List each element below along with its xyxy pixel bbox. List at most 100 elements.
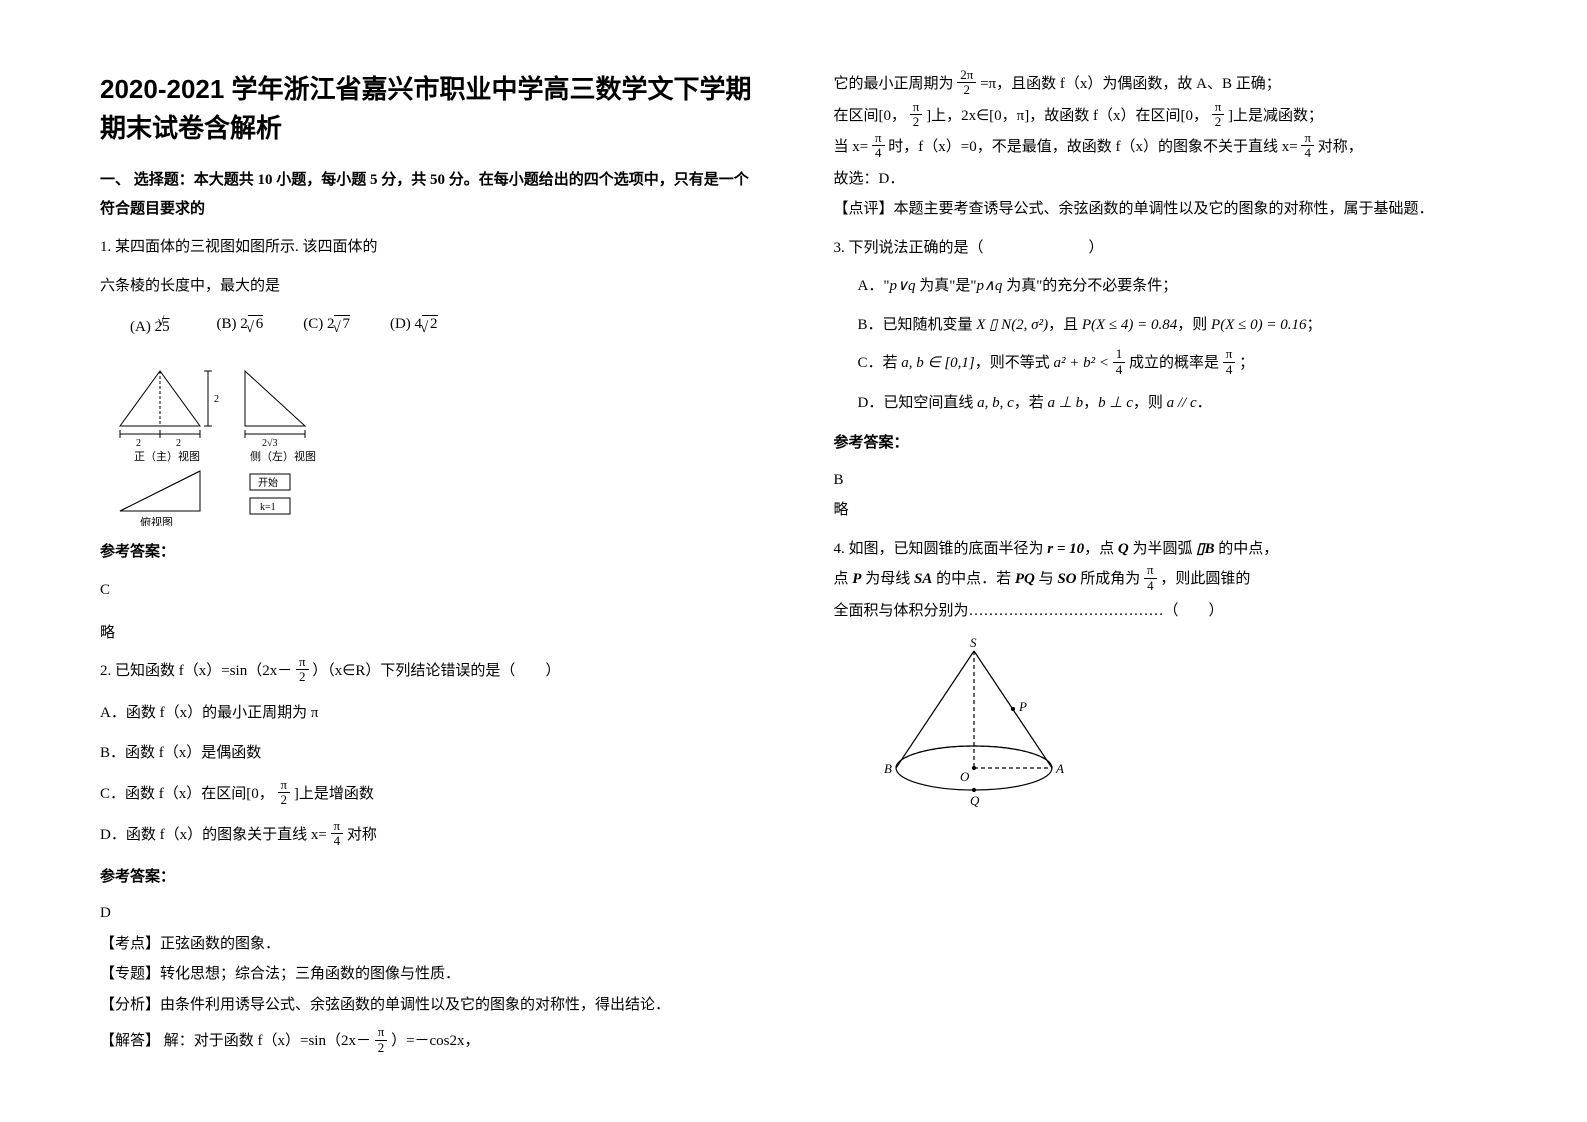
q3-option-d: D．已知空间直线 a, b, c，若 a ⊥ b，b ⊥ c，则 a // c． [858, 389, 1498, 418]
zt-text: 转化思想；综合法；三角函数的图像与性质． [160, 966, 460, 982]
q3d-pre: D．已知空间直线 [858, 395, 978, 411]
pi-over-2-icon: π 2 [1212, 100, 1225, 130]
q2-option-a: A．函数 f（x）的最小正周期为 π [100, 699, 764, 728]
fx-label: 【分析】 [100, 997, 160, 1013]
q1-omit: 略 [100, 619, 764, 648]
front-view-label: 正（主）视图 [134, 449, 200, 463]
frac-den: 2 [296, 670, 309, 684]
frac-num: π [278, 778, 291, 793]
q3d-v2: a ⊥ b [1048, 395, 1084, 411]
q3c-post: ； [1239, 356, 1254, 372]
q2-d-post: 对称 [347, 827, 377, 843]
cone-svg: S A B O P Q [864, 633, 1084, 813]
pi-over-4-icon: π 4 [1144, 563, 1157, 593]
q3-answer: B [834, 466, 1498, 495]
q2-guxuan: 故选：D． [834, 165, 1498, 194]
q1-option-c: (C) 2√7 [303, 310, 350, 342]
frac-num: π [331, 819, 344, 834]
frac-den: 4 [1301, 146, 1314, 160]
q3d-v3: b ⊥ c [1098, 395, 1133, 411]
label-S: S [970, 635, 977, 650]
dim-h: 2 [214, 394, 219, 405]
pi-over-2-icon: π 2 [296, 655, 309, 685]
frac-num: π [375, 1025, 388, 1040]
q1-stem-line1: 1. 某四面体的三视图如图所示. 该四面体的 [100, 233, 764, 262]
q3c-v1: a, b ∈ [0,1] [901, 356, 975, 372]
q2-option-b: B．函数 f（x）是偶函数 [100, 739, 764, 768]
q4-Q: Q [1118, 541, 1129, 557]
period-post: =π，且函数 f（x）为偶函数，故 A、B 正确； [980, 76, 1281, 92]
jd-pre: 解：对于函数 f（x）=sin（2x－ [164, 1034, 371, 1050]
label-P: P [1018, 699, 1027, 714]
q2-c-pre: C．函数 f（x）在区间[0， [100, 786, 274, 802]
q2-c-post: ]上是增函数 [294, 786, 374, 802]
two-pi-over-2-icon: 2π 2 [957, 68, 976, 98]
q3d-post: ． [1197, 395, 1212, 411]
frac-den: 4 [331, 834, 344, 848]
q4-line1: 4. 如图，已知圆锥的底面半径为 r = 10，点 Q 为半圆弧 ▯B 的中点， [834, 535, 1498, 564]
period-pre: 它的最小正周期为 [834, 76, 958, 92]
int-mid2: ]上是减函数； [1228, 108, 1323, 124]
dp-text: 本题主要考查诱导公式、余弦函数的单调性以及它的图象的对称性，属于基础题． [894, 201, 1434, 217]
q2-interval-line: 在区间[0， π 2 ]上，2x∈[0，π]，故函数 f（x）在区间[0， π … [834, 102, 1498, 132]
q4-r: r = 10 [1047, 541, 1084, 557]
pi-over-2-icon: π 2 [910, 100, 923, 130]
question-1: 1. 某四面体的三视图如图所示. 该四面体的 六条棱的长度中，最大的是 (A) … [100, 233, 764, 647]
label-A: A [1055, 761, 1064, 776]
pi-over-4-icon: π 4 [1301, 131, 1314, 161]
q3d-v1: a, b, c [977, 395, 1014, 411]
q3b-v3: P(X ≤ 0) = 0.16 [1211, 317, 1306, 333]
label-O: O [960, 769, 970, 784]
frac-num: 1 [1113, 347, 1126, 362]
sym-post: 对称， [1318, 139, 1363, 155]
frac-den: 2 [910, 115, 923, 129]
q1-option-d: (D) 4√2 [390, 310, 438, 342]
three-view-svg: 2 2 2 正（主）视图 2√3 侧（左）视图 俯视图 [100, 356, 360, 526]
q3c-m1: ，则不等式 [975, 356, 1054, 372]
q3a-p2: p∧q [976, 278, 1002, 294]
frac-num: π [1144, 563, 1157, 578]
question-4: 4. 如图，已知圆锥的底面半径为 r = 10，点 Q 为半圆弧 ▯B 的中点，… [834, 535, 1498, 814]
q3-stem: 3. 下列说法正确的是（ ） [834, 234, 1498, 263]
kd-text: 正弦函数的图象． [160, 936, 280, 952]
q3-omit: 略 [834, 496, 1498, 525]
q3a-mid: 为真"是" [915, 278, 976, 294]
q2-option-d: D．函数 f（x）的图象关于直线 x= π 4 对称 [100, 821, 764, 851]
q4-figure: S A B O P Q [834, 633, 1498, 813]
zt-label: 【专题】 [100, 966, 160, 982]
q3-option-c: C．若 a, b ∈ [0,1]，则不等式 a² + b² < 1 4 成立的概… [858, 349, 1498, 379]
q3-option-a: A．"p∨q 为真"是"p∧q 为真"的充分不必要条件； [858, 272, 1498, 301]
label-B: B [884, 761, 892, 776]
q2-d-pre: D．函数 f（x）的图象关于直线 x= [100, 827, 331, 843]
jd-post: ）=－cos2x， [391, 1034, 479, 1050]
q3b-post: ； [1306, 317, 1321, 333]
q4l2-SA: SA [914, 572, 932, 588]
q1-figure: 2 2 2 正（主）视图 2√3 侧（左）视图 俯视图 [100, 356, 764, 526]
q2-kaodian: 【考点】正弦函数的图象． [100, 930, 764, 959]
pi-over-4-icon: π 4 [1223, 347, 1236, 377]
frac-den: 2 [1212, 115, 1225, 129]
q3d-v4: a // c [1167, 395, 1197, 411]
q2-zhuanti: 【专题】转化思想；综合法；三角函数的图像与性质． [100, 960, 764, 989]
pi-over-2-icon: π 2 [278, 778, 291, 808]
q4-line3: 全面积与体积分别为…………………………………（ ） [834, 597, 1498, 626]
q2-sym-line: 当 x= π 4 时，f（x）=0，不是最值，故函数 f（x）的图象不关于直线 … [834, 133, 1498, 163]
top-view-label: 俯视图 [140, 515, 173, 526]
q1-stem-line2: 六条棱的长度中，最大的是 [100, 272, 764, 301]
q3-option-b: B．已知随机变量 X ▯ N(2, σ²)，且 P(X ≤ 4) = 0.84，… [858, 311, 1498, 340]
frac-num: π [1212, 100, 1225, 115]
q1-option-a: (A) 25√ [130, 310, 176, 342]
int-mid1: ]上，2x∈[0，π]，故函数 f（x）在区间[0， [926, 108, 1208, 124]
q2-answer: D [100, 899, 764, 928]
frac-num: π [1223, 347, 1236, 362]
label-Q: Q [970, 793, 980, 808]
q4l2-SO: SO [1057, 572, 1076, 588]
q4l2-m4: 所成角为 [1077, 572, 1145, 588]
q2-stem-prefix: 2. 已知函数 f（x）=sin（2x－ [100, 663, 292, 679]
q2-jieda: 【解答】 解：对于函数 f（x）=sin（2x－ π 2 ）=－cos2x， [100, 1027, 764, 1057]
frac-den: 4 [872, 146, 885, 160]
q4-m3: 的中点， [1215, 541, 1279, 557]
pi-over-2-icon: π 2 [375, 1025, 388, 1055]
frac-num: π [910, 100, 923, 115]
section-1-heading: 一、 选择题：本大题共 10 小题，每小题 5 分，共 50 分。在每小题给出的… [100, 166, 764, 223]
